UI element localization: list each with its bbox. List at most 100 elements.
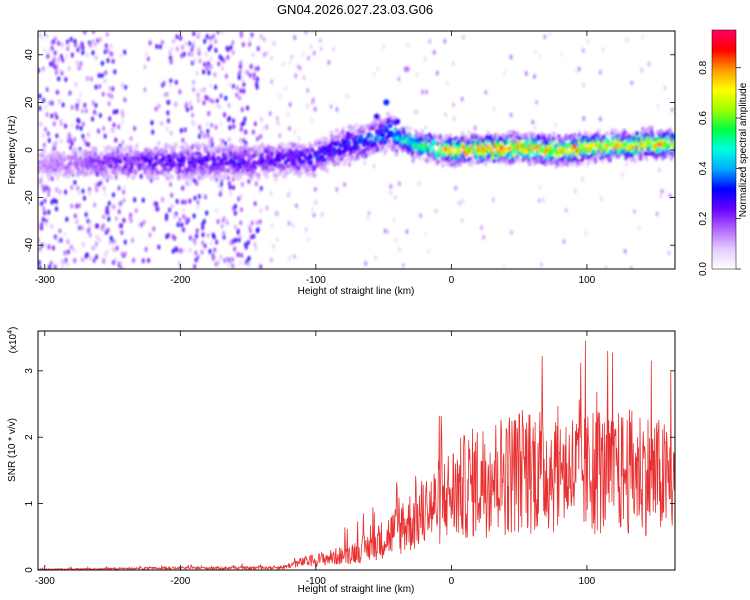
noise-cell	[228, 125, 232, 131]
noise-cell	[201, 130, 205, 136]
noise-cell	[197, 32, 201, 38]
signal-cell	[620, 137, 625, 142]
noise-cell	[372, 163, 376, 169]
noise-cell	[659, 193, 663, 199]
noise-cell	[50, 100, 54, 106]
noise-cell	[41, 216, 45, 223]
noise-cell	[66, 138, 70, 144]
noise-cell	[259, 264, 263, 269]
signal-cell	[94, 164, 99, 169]
signal-cell	[293, 161, 298, 167]
signal-cell	[410, 151, 415, 156]
noise-cell	[216, 31, 220, 35]
noise-cell	[85, 75, 89, 81]
noise-cell	[139, 173, 143, 179]
noise-cell	[83, 102, 87, 108]
noise-cell	[374, 255, 378, 261]
noise-cell	[104, 70, 108, 76]
noise-cell	[234, 237, 238, 243]
noise-cell	[93, 202, 97, 208]
noise-cell	[241, 42, 245, 48]
noise-cell	[180, 222, 184, 228]
noise-cell	[224, 95, 228, 101]
noise-cell	[181, 247, 185, 254]
noise-cell	[63, 189, 68, 195]
noise-cell	[227, 115, 232, 121]
noise-cell	[98, 112, 102, 118]
signal-cell	[226, 168, 231, 174]
noise-cell	[196, 204, 200, 211]
noise-cell	[94, 84, 98, 90]
signal-cell	[128, 145, 133, 150]
noise-cell	[220, 65, 225, 71]
noise-cell	[193, 195, 197, 201]
noise-cell	[41, 133, 46, 139]
signal-cell	[191, 151, 195, 156]
signal-cell	[296, 145, 300, 150]
noise-cell	[228, 240, 232, 246]
noise-cell	[248, 224, 252, 230]
noise-cell	[115, 245, 119, 251]
noise-cell	[102, 226, 106, 232]
noise-cell	[259, 116, 263, 123]
noise-cell	[67, 133, 71, 139]
noise-cell	[451, 102, 456, 108]
signal-cell	[580, 157, 584, 163]
noise-cell	[57, 66, 61, 72]
noise-cell	[170, 46, 174, 52]
noise-cell	[201, 232, 205, 238]
noise-cell	[276, 120, 280, 126]
noise-cell	[192, 87, 196, 93]
noise-cell	[91, 100, 95, 106]
noise-cell	[103, 191, 107, 197]
noise-cell	[248, 41, 252, 47]
noise-cell	[585, 163, 589, 169]
noise-cell	[66, 261, 70, 268]
noise-cell	[255, 228, 259, 234]
noise-cell	[43, 242, 47, 248]
signal-cell	[71, 168, 76, 173]
noise-cell	[574, 68, 578, 75]
signal-cell	[177, 169, 182, 174]
noise-cell	[82, 195, 87, 201]
noise-cell	[269, 257, 273, 263]
noise-cell	[38, 246, 42, 252]
noise-cell	[313, 106, 317, 112]
noise-cell	[108, 85, 112, 91]
noise-cell	[278, 93, 282, 100]
noise-cell	[111, 58, 115, 64]
noise-cell	[50, 223, 54, 230]
noise-cell	[312, 50, 316, 56]
noise-cell	[194, 250, 198, 256]
noise-cell	[154, 106, 158, 112]
noise-cell	[251, 129, 255, 135]
noise-cell	[291, 222, 295, 229]
noise-cell	[57, 57, 61, 63]
noise-cell	[509, 54, 513, 60]
noise-cell	[389, 183, 393, 190]
noise-cell	[237, 75, 242, 81]
noise-cell	[239, 193, 243, 199]
noise-cell	[239, 88, 243, 94]
noise-cell	[269, 55, 274, 61]
noise-cell	[78, 91, 83, 97]
noise-cell	[60, 70, 64, 76]
signal-cell	[205, 145, 210, 151]
signal-cell	[357, 145, 361, 150]
y-tick-label: 0	[24, 147, 35, 153]
signal-cell	[570, 161, 575, 167]
signal-cell	[120, 152, 124, 158]
noise-cell	[417, 180, 421, 187]
noise-cell	[47, 209, 51, 215]
noise-cell	[61, 57, 65, 63]
noise-cell	[176, 222, 180, 228]
noise-cell	[304, 31, 308, 35]
noise-cell	[80, 108, 84, 114]
noise-cell	[64, 53, 69, 59]
signal-cell	[486, 130, 490, 136]
signal-cell	[588, 131, 593, 137]
noise-cell	[225, 256, 230, 262]
signal-cell	[644, 152, 649, 157]
noise-cell	[117, 185, 121, 191]
noise-cell	[223, 258, 227, 264]
